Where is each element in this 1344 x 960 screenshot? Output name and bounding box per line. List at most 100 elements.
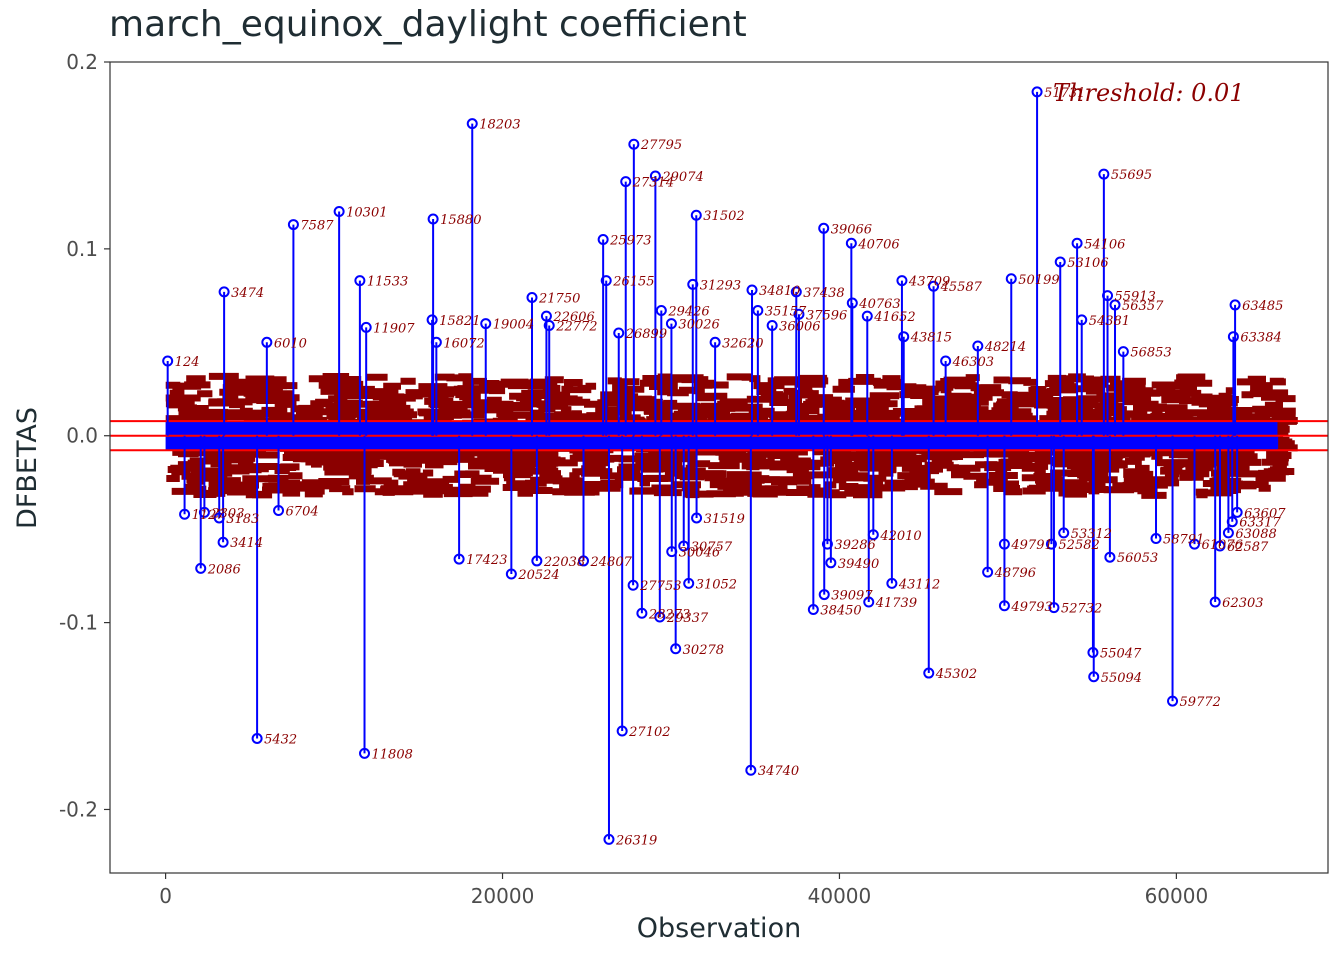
point-93 (1214, 540, 1226, 552)
threshold-label: Threshold: 0.01 (1053, 79, 1245, 107)
point-label-36: 29074 (661, 170, 703, 185)
point-6 (218, 286, 230, 298)
point-62 (863, 596, 875, 608)
point-label-98: 63384 (1240, 331, 1281, 346)
point-89 (1150, 533, 1162, 545)
point-label-58: 39490 (838, 557, 879, 572)
point-label-3: 2303 (210, 506, 244, 521)
threshold-lines (110, 420, 1328, 452)
point-13 (359, 747, 371, 759)
point-71 (982, 566, 994, 578)
point-label-71: 48796 (994, 566, 1036, 581)
point-label-11: 10301 (346, 205, 387, 220)
point-label-77: 52732 (1061, 602, 1102, 617)
point-17 (430, 336, 442, 348)
point-24 (543, 319, 555, 331)
point-83 (1088, 671, 1100, 683)
point-96 (1229, 299, 1241, 311)
point-57 (821, 538, 833, 550)
point-label-47: 32620 (722, 336, 763, 351)
point-7 (251, 732, 263, 744)
point-3 (198, 506, 210, 518)
x-tick-label-3: 60000 (1145, 884, 1209, 908)
point-label-27: 25973 (609, 234, 651, 249)
point-22 (526, 291, 538, 303)
point-43 (683, 577, 695, 589)
point-66 (898, 331, 910, 343)
y-axis: 0.2 0.1 0.0 -0.1 -0.2 (59, 50, 110, 821)
point-45 (690, 209, 702, 221)
point-33 (627, 579, 639, 591)
point-79 (1058, 527, 1070, 539)
x-tick-label-2: 40000 (808, 884, 872, 908)
x-axis-title: Observation (637, 913, 801, 944)
point-label-92: 62303 (1222, 596, 1263, 611)
point-label-26: 24807 (590, 555, 633, 570)
point-29 (603, 833, 615, 845)
point-label-24: 22772 (555, 319, 597, 334)
point-78 (1054, 256, 1066, 268)
y-tick-label-0: 0.2 (66, 50, 98, 74)
point-36 (649, 170, 661, 182)
x-tick-label-1: 20000 (471, 884, 535, 908)
point-60 (846, 297, 858, 309)
point-label-56: 39097 (831, 589, 873, 604)
point-label-91: 61076 (1202, 538, 1243, 553)
point-12 (354, 275, 366, 287)
point-label-30: 26899 (625, 327, 667, 342)
point-63 (867, 529, 879, 541)
point-label-14: 11907 (373, 321, 415, 336)
point-84 (1098, 168, 1110, 180)
point-30 (613, 327, 625, 339)
point-20 (480, 318, 492, 330)
point-label-62: 41739 (875, 596, 917, 611)
point-58 (825, 557, 837, 569)
point-label-41: 30278 (683, 643, 724, 658)
point-23 (540, 310, 552, 322)
point-label-13: 11808 (372, 747, 413, 762)
y-tick-label-4: -0.2 (59, 797, 98, 821)
point-37 (654, 611, 666, 623)
point-53 (793, 308, 805, 320)
point-70 (972, 340, 984, 352)
point-label-31: 27102 (628, 725, 670, 740)
point-label-51: 36006 (779, 319, 820, 334)
point-label-17: 16072 (443, 336, 484, 351)
point-label-20: 19004 (493, 318, 534, 333)
point-55 (818, 222, 830, 234)
point-5 (217, 536, 229, 548)
point-92 (1209, 596, 1221, 608)
point-38 (655, 305, 667, 317)
x-tick-label-0: 0 (159, 884, 172, 908)
y-tick-label-2: 0.0 (66, 424, 98, 448)
point-32 (620, 176, 632, 188)
point-label-61: 41652 (873, 310, 915, 325)
point-label-48: 34740 (758, 764, 799, 779)
point-51 (766, 319, 778, 331)
point-74 (1005, 273, 1017, 285)
point-label-81: 54381 (1089, 314, 1130, 329)
point-18 (453, 553, 465, 565)
point-label-78: 53106 (1067, 256, 1108, 271)
point-label-66: 43815 (910, 331, 952, 346)
point-label-34: 27795 (640, 138, 682, 153)
point-label-93: 62587 (1227, 540, 1269, 555)
point-label-67: 45302 (935, 667, 977, 682)
point-label-35: 28273 (648, 607, 690, 622)
point-50 (752, 305, 764, 317)
point-label-52: 37438 (803, 286, 844, 301)
point-54 (807, 604, 819, 616)
point-label-43: 31052 (696, 577, 737, 592)
point-label-5: 3414 (230, 536, 263, 551)
point-64 (886, 577, 898, 589)
point-label-96: 63485 (1242, 299, 1283, 314)
point-label-1: 1127 (192, 508, 226, 523)
point-41 (670, 643, 682, 655)
point-label-4: 3183 (226, 512, 259, 527)
point-27 (597, 234, 609, 246)
point-87 (1109, 299, 1121, 311)
point-label-82: 55047 (1100, 646, 1142, 661)
stems (162, 86, 1243, 845)
point-97 (1231, 506, 1243, 518)
point-label-44: 31293 (700, 278, 741, 293)
